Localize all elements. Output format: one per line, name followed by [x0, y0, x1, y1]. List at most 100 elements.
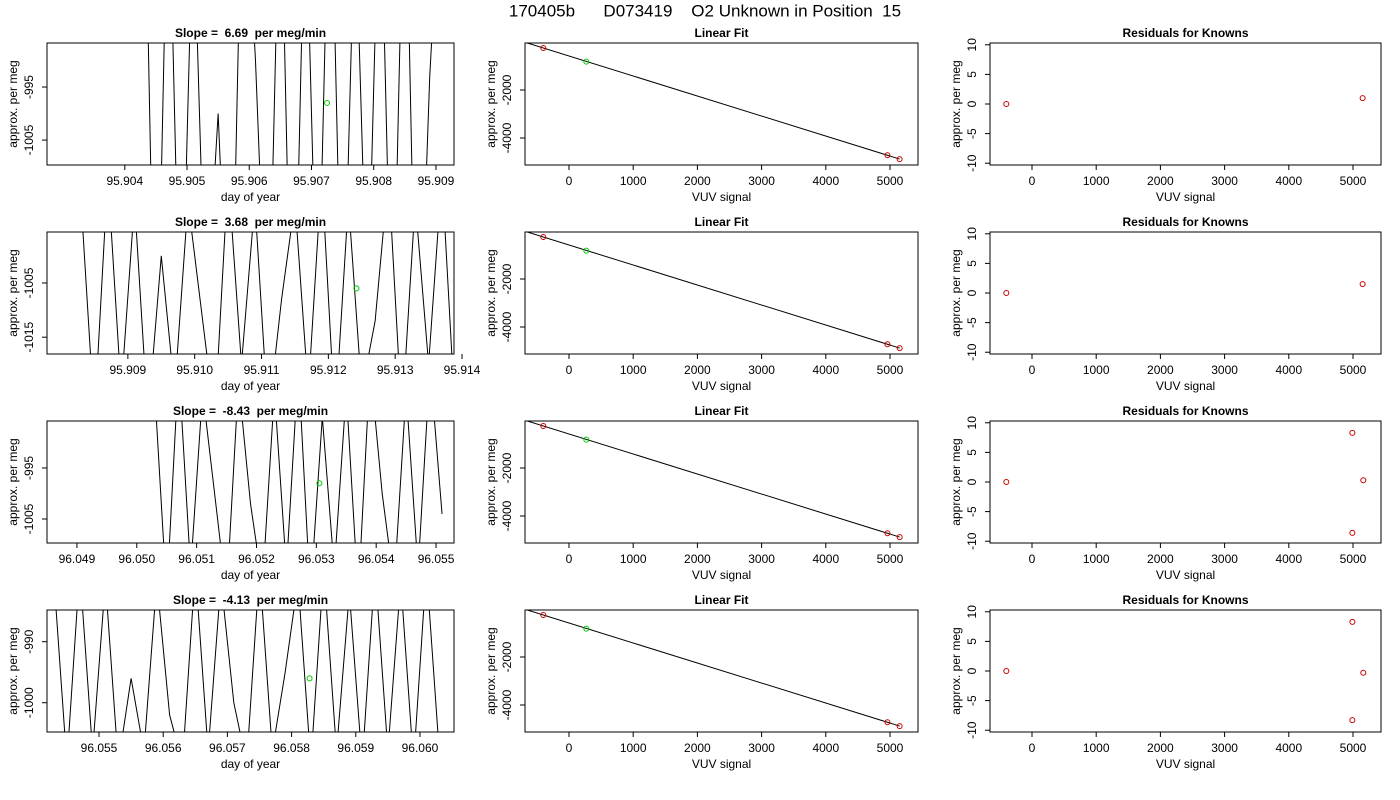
x-tick-label: 0 — [566, 552, 573, 566]
x-tick-label: 0 — [1029, 174, 1036, 188]
x-tick-label: 0 — [1029, 741, 1036, 755]
y-axis-label: approx. per meg — [6, 627, 20, 714]
x-tick-label: 96.057 — [209, 741, 246, 755]
point — [1003, 479, 1010, 485]
y-tick-label: -2000 — [500, 452, 514, 483]
x-tick-label: 4000 — [1275, 363, 1302, 377]
y-tick-label: -4000 — [500, 311, 514, 342]
y-tick-label: -4000 — [500, 122, 514, 153]
y-tick-label: 5 — [965, 260, 979, 267]
y-tick-label: -1015 — [22, 322, 36, 353]
plot-frame — [989, 42, 1382, 166]
marker-point — [306, 675, 313, 682]
x-tick-label: 1000 — [620, 174, 647, 188]
point — [884, 341, 891, 348]
panel-title: Residuals for Knowns — [1122, 26, 1248, 40]
x-tick-label: 95.908 — [355, 174, 392, 188]
point — [1349, 717, 1356, 724]
y-tick-label: 5 — [965, 449, 979, 456]
x-tick-label: 1000 — [620, 552, 647, 566]
y-tick-label: -995 — [22, 456, 36, 480]
x-tick-label: 95.906 — [231, 174, 268, 188]
y-tick-label: -10 — [965, 721, 979, 739]
panel-title: Slope = 6.69 per meg/min — [175, 26, 326, 40]
x-tick-label: 0 — [566, 363, 573, 377]
panel-title: Residuals for Knowns — [1122, 404, 1248, 418]
x-tick-label: 5000 — [877, 363, 904, 377]
marker-point — [324, 99, 331, 106]
panel: Slope = -8.43 per meg/min day of year appr… — [6, 404, 455, 582]
x-tick-label: 1000 — [1083, 174, 1110, 188]
x-axis-label: day of year — [221, 757, 280, 771]
point — [1360, 669, 1367, 676]
y-axis-label: approx. per meg — [949, 60, 963, 147]
x-axis-label: day of year — [221, 379, 280, 393]
x-tick-label: 96.051 — [178, 552, 215, 566]
y-tick-label: 5 — [965, 71, 979, 78]
x-tick-label: 1000 — [1083, 552, 1110, 566]
x-tick-label: 1000 — [620, 363, 647, 377]
fit-line — [525, 43, 900, 160]
x-tick-label: 0 — [566, 741, 573, 755]
point — [896, 534, 903, 541]
point — [583, 58, 590, 65]
point — [1003, 668, 1010, 674]
plot-area — [525, 232, 903, 352]
x-axis-label: VUV signal — [692, 568, 751, 582]
page-title: 170405b D073419 O2 Unknown in Position 1… — [509, 1, 901, 20]
x-tick-label: 2000 — [1147, 552, 1174, 566]
x-tick-label: 96.053 — [298, 552, 335, 566]
x-tick-label: 96.058 — [273, 741, 310, 755]
x-tick-label: 4000 — [812, 741, 839, 755]
panel-title: Residuals for Knowns — [1122, 593, 1248, 607]
y-axis-label: approx. per meg — [484, 627, 498, 714]
x-tick-label: 96.056 — [145, 741, 182, 755]
panel-title: Linear Fit — [694, 593, 748, 607]
panel-title: Slope = -8.43 per meg/min — [173, 404, 328, 418]
panel-title: Slope = 3.68 per meg/min — [175, 215, 326, 229]
y-tick-label: -990 — [22, 629, 36, 653]
plot-area — [525, 43, 903, 163]
x-tick-label: 3000 — [1211, 741, 1238, 755]
point — [540, 44, 547, 51]
point — [1359, 95, 1366, 102]
plot-area — [1003, 618, 1367, 724]
panel-title: Linear Fit — [694, 26, 748, 40]
y-axis-label: approx. per meg — [949, 438, 963, 525]
point — [1003, 101, 1010, 107]
panel: Linear Fit VUV signal approx. per meg 0 1000… — [484, 593, 919, 771]
point — [540, 611, 547, 618]
panel: Slope = -4.13 per meg/min day of year appr… — [6, 593, 455, 771]
x-tick-label: 1000 — [1083, 363, 1110, 377]
x-tick-label: 5000 — [877, 174, 904, 188]
point — [884, 530, 891, 537]
y-axis-label: approx. per meg — [6, 249, 20, 336]
point — [1003, 290, 1010, 296]
y-tick-label: 0 — [965, 289, 979, 296]
plot-area — [1003, 95, 1366, 107]
x-tick-label: 3000 — [748, 174, 775, 188]
point — [583, 247, 590, 254]
marker-point — [353, 285, 360, 292]
x-tick-label: 2000 — [1147, 363, 1174, 377]
y-axis-label: approx. per meg — [949, 627, 963, 714]
y-tick-label: -5 — [965, 506, 979, 517]
x-tick-label: 0 — [1029, 363, 1036, 377]
point — [1359, 281, 1366, 288]
panel: Residuals for Knowns VUV signal approx. pe… — [949, 593, 1382, 771]
panel-title: Residuals for Knowns — [1122, 215, 1248, 229]
x-tick-label: 3000 — [748, 741, 775, 755]
y-tick-label: -10 — [965, 532, 979, 550]
y-tick-label: -2000 — [500, 263, 514, 294]
point — [583, 625, 590, 632]
point — [884, 719, 891, 726]
y-tick-label: -2000 — [500, 641, 514, 672]
point — [896, 156, 903, 163]
y-tick-label: 0 — [965, 100, 979, 107]
fit-line — [525, 421, 900, 538]
x-tick-label: 4000 — [812, 552, 839, 566]
x-axis-label: VUV signal — [1156, 568, 1215, 582]
y-axis-label: approx. per meg — [6, 60, 20, 147]
panel: Residuals for Knowns VUV signal approx. pe… — [949, 26, 1382, 204]
y-tick-label: 0 — [965, 478, 979, 485]
